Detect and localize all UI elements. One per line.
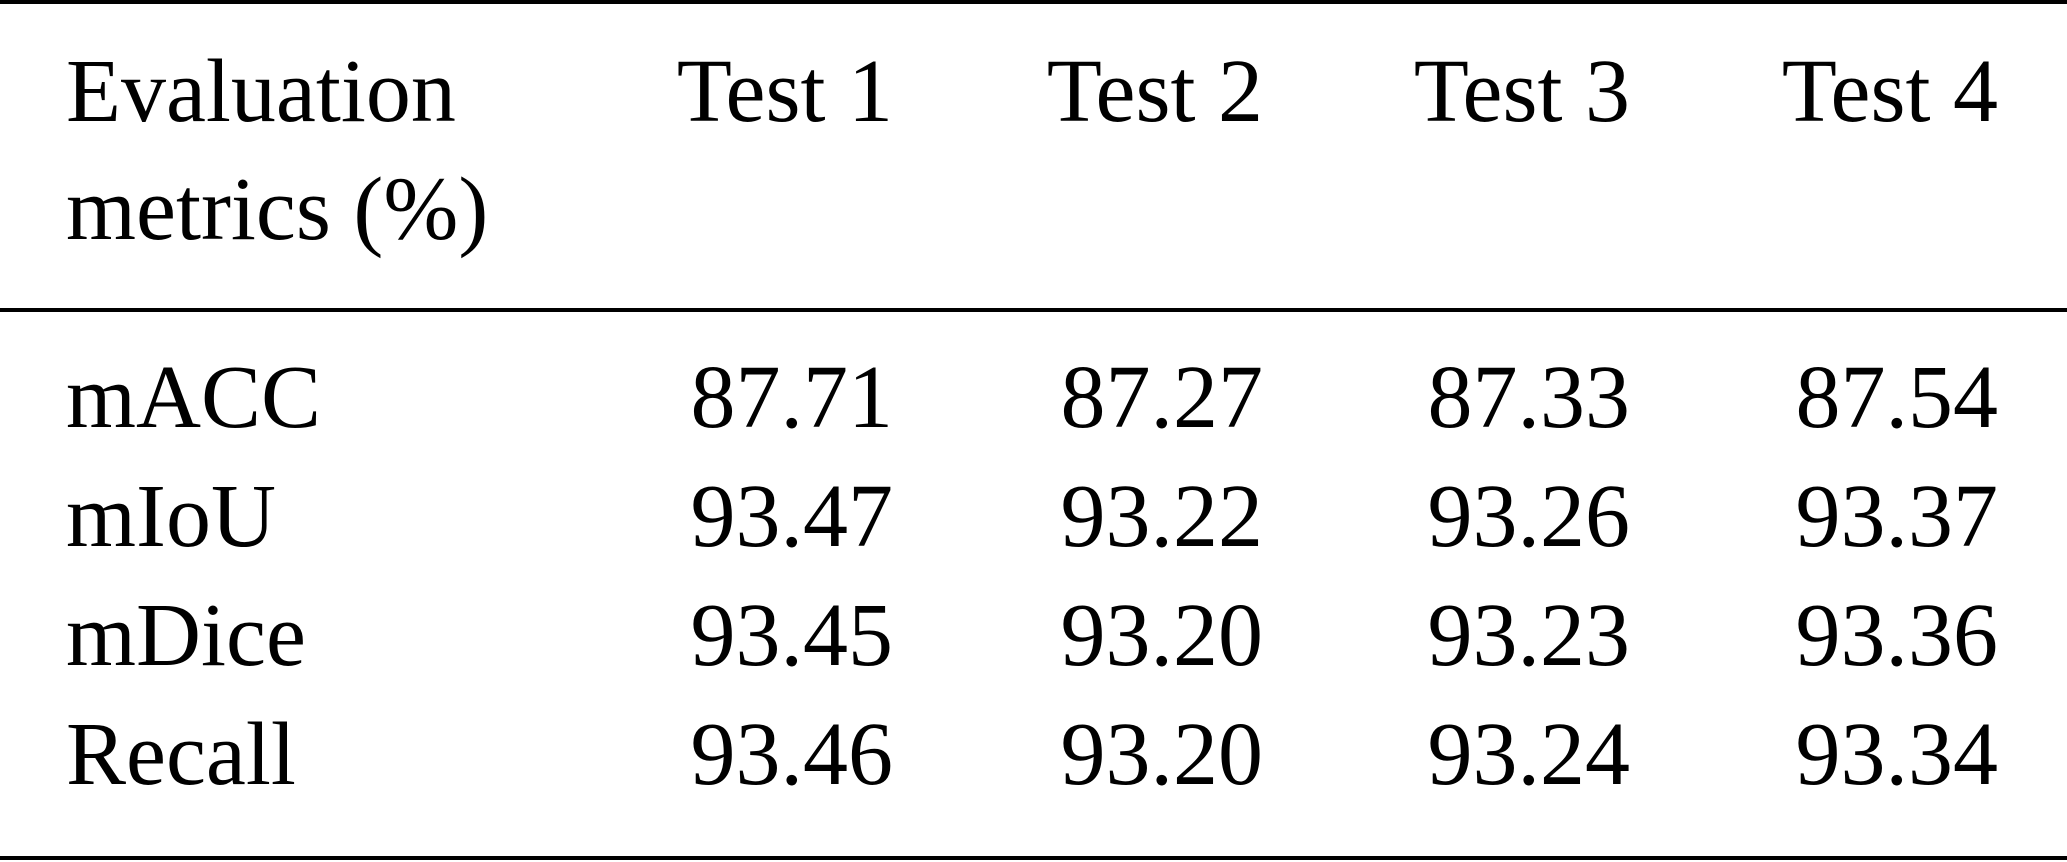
value-cell: 93.23 bbox=[1427, 586, 1631, 685]
header-cell: Test 4 bbox=[1781, 42, 1998, 141]
value-cell: 93.36 bbox=[1795, 586, 1999, 685]
value-cell: 93.45 bbox=[690, 586, 894, 685]
value-cell: 93.20 bbox=[1060, 705, 1264, 804]
header-cell: Test 1 bbox=[676, 42, 893, 141]
value-cell: 93.26 bbox=[1427, 467, 1631, 566]
mid-rule bbox=[0, 308, 2067, 312]
row-label: Recall bbox=[66, 705, 296, 804]
header-cell: Test 3 bbox=[1413, 42, 1630, 141]
top-rule bbox=[0, 0, 2067, 4]
value-cell: 93.37 bbox=[1795, 467, 1999, 566]
value-cell: 93.22 bbox=[1060, 467, 1264, 566]
bottom-rule bbox=[0, 856, 2067, 860]
value-cell: 87.33 bbox=[1427, 348, 1631, 447]
value-cell: 87.27 bbox=[1060, 348, 1264, 447]
row-label: mDice bbox=[66, 586, 306, 685]
row-label: mIoU bbox=[66, 467, 276, 566]
row-label: mACC bbox=[66, 348, 322, 447]
header-label: Evaluation metrics (%) bbox=[66, 42, 489, 259]
value-cell: 87.71 bbox=[690, 348, 894, 447]
value-cell: 93.20 bbox=[1060, 586, 1264, 685]
value-cell: 93.34 bbox=[1795, 705, 1999, 804]
value-cell: 93.46 bbox=[690, 705, 894, 804]
value-cell: 93.24 bbox=[1427, 705, 1631, 804]
value-cell: 93.47 bbox=[690, 467, 894, 566]
value-cell: 87.54 bbox=[1795, 348, 1999, 447]
header-cell: Test 2 bbox=[1046, 42, 1263, 141]
